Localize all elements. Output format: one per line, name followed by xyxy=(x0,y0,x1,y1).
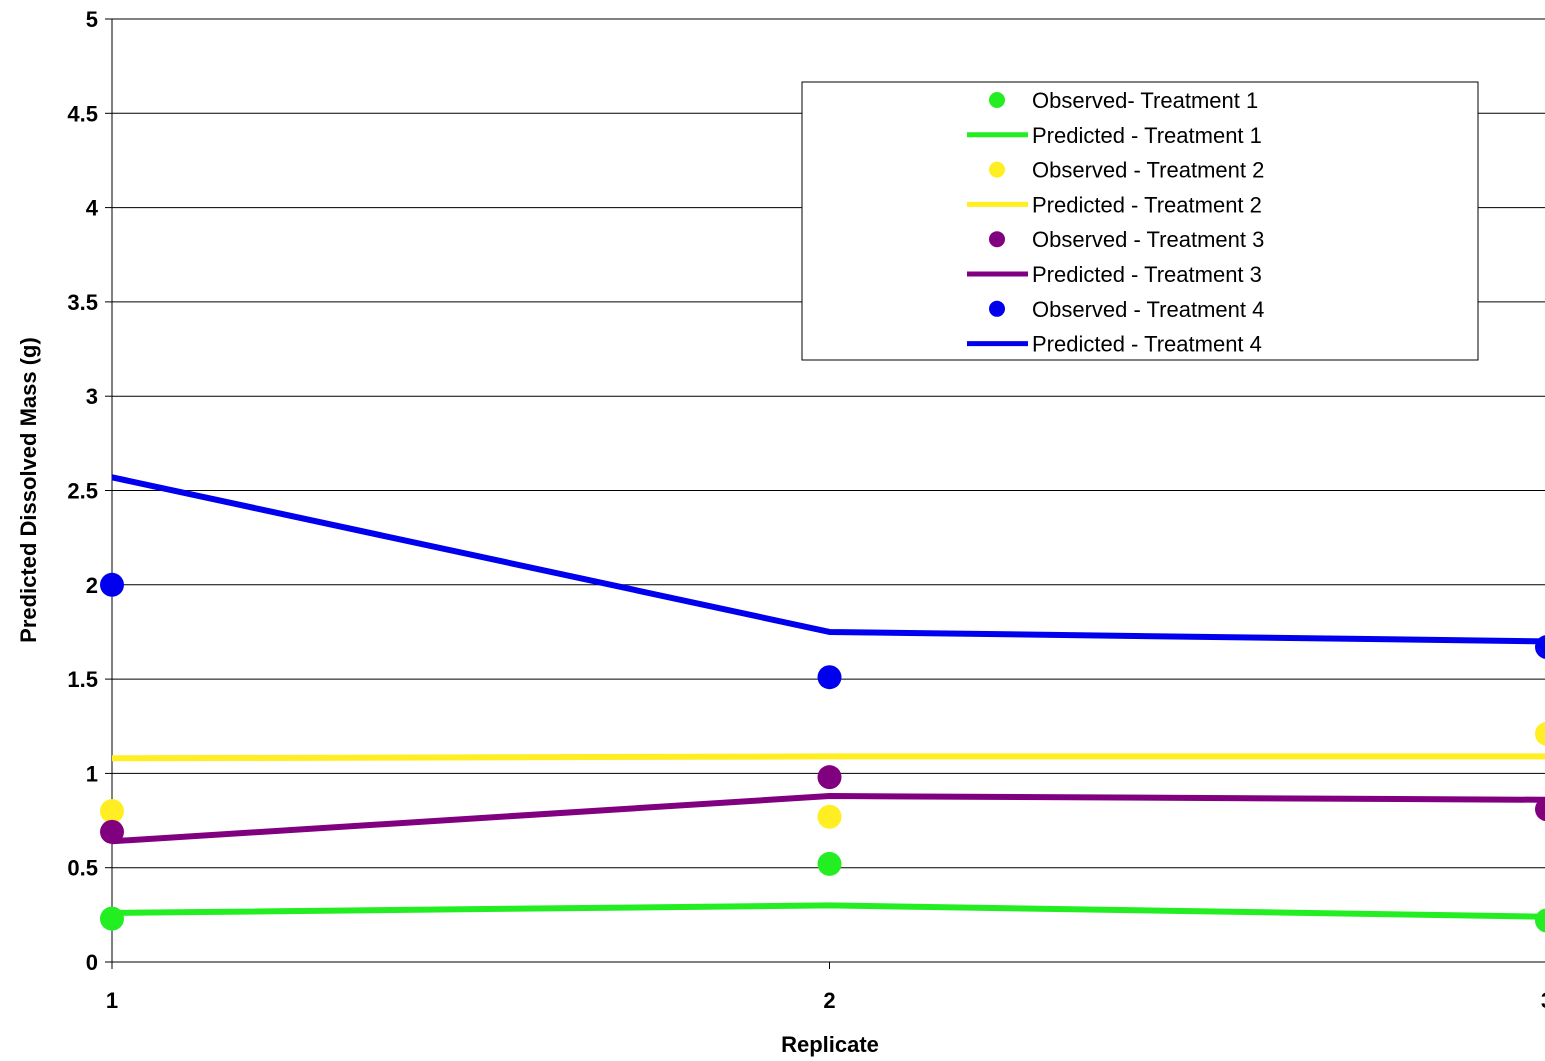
legend-marker xyxy=(989,161,1005,178)
series-line-predicted-treatment-3 xyxy=(111,793,1545,845)
x-tick-label: 2 xyxy=(823,988,835,1013)
data-point-observed-treatment-1 xyxy=(1535,908,1545,933)
data-point-observed-treatment-4 xyxy=(817,665,842,690)
legend-label: Predicted - Treatment 3 xyxy=(1032,262,1262,287)
series-line-predicted-treatment-4 xyxy=(111,474,1545,645)
legend-label: Observed - Treatment 2 xyxy=(1032,158,1264,183)
data-point-observed-treatment-3 xyxy=(817,765,842,790)
y-tick-label: 3.5 xyxy=(67,290,98,315)
data-point-observed-treatment-3 xyxy=(100,819,124,844)
legend-marker xyxy=(989,92,1005,108)
x-tick-label: 3 xyxy=(1541,988,1545,1013)
y-tick-label: 1 xyxy=(86,761,98,786)
series-group xyxy=(100,474,1545,933)
y-tick-label: 5 xyxy=(86,7,98,32)
legend-label: Predicted - Treatment 4 xyxy=(1032,332,1262,357)
y-tick-label: 4.5 xyxy=(67,101,98,126)
series-line-predicted-treatment-2 xyxy=(111,753,1545,762)
data-point-observed-treatment-2 xyxy=(817,804,842,829)
y-axis-title: Predicted Dissolved Mass (g) xyxy=(16,337,41,643)
y-tick-label: 4 xyxy=(86,196,99,221)
y-tick-label: 0.5 xyxy=(67,856,98,881)
x-tick-label: 1 xyxy=(106,988,118,1013)
data-point-observed-treatment-2 xyxy=(1535,721,1545,746)
legend-box xyxy=(801,81,1479,361)
legend-label: Predicted - Treatment 2 xyxy=(1032,192,1262,217)
data-point-observed-treatment-1 xyxy=(100,906,124,931)
data-point-observed-treatment-3 xyxy=(1535,797,1545,822)
y-tick-label: 2 xyxy=(86,573,98,598)
data-point-observed-treatment-1 xyxy=(817,851,842,876)
y-tick-label: 2.5 xyxy=(67,479,98,504)
data-point-observed-treatment-4 xyxy=(1535,635,1545,659)
legend: Observed- Treatment 1 Predicted - Treatme… xyxy=(801,81,1479,361)
tick-labels: 0 0.5 1 1.5 2 2.5 3 3.5 4 4.5 5 1 2 3 xyxy=(67,7,1545,1013)
legend-label: Observed - Treatment 3 xyxy=(1032,227,1264,252)
legend-label: Predicted - Treatment 1 xyxy=(1032,123,1262,148)
legend-marker xyxy=(989,300,1005,317)
legend-label: Observed- Treatment 1 xyxy=(1032,88,1258,113)
legend-marker xyxy=(989,231,1005,248)
data-point-observed-treatment-4 xyxy=(100,572,124,597)
legend-label: Observed - Treatment 4 xyxy=(1032,297,1264,322)
y-tick-label: 1.5 xyxy=(67,667,98,692)
y-tick-label: 0 xyxy=(86,950,98,975)
y-tick-label: 3 xyxy=(86,384,98,409)
series-line-predicted-treatment-1 xyxy=(111,902,1545,920)
data-point-observed-treatment-2 xyxy=(100,799,124,824)
x-axis-title: Replicate xyxy=(781,1032,879,1057)
